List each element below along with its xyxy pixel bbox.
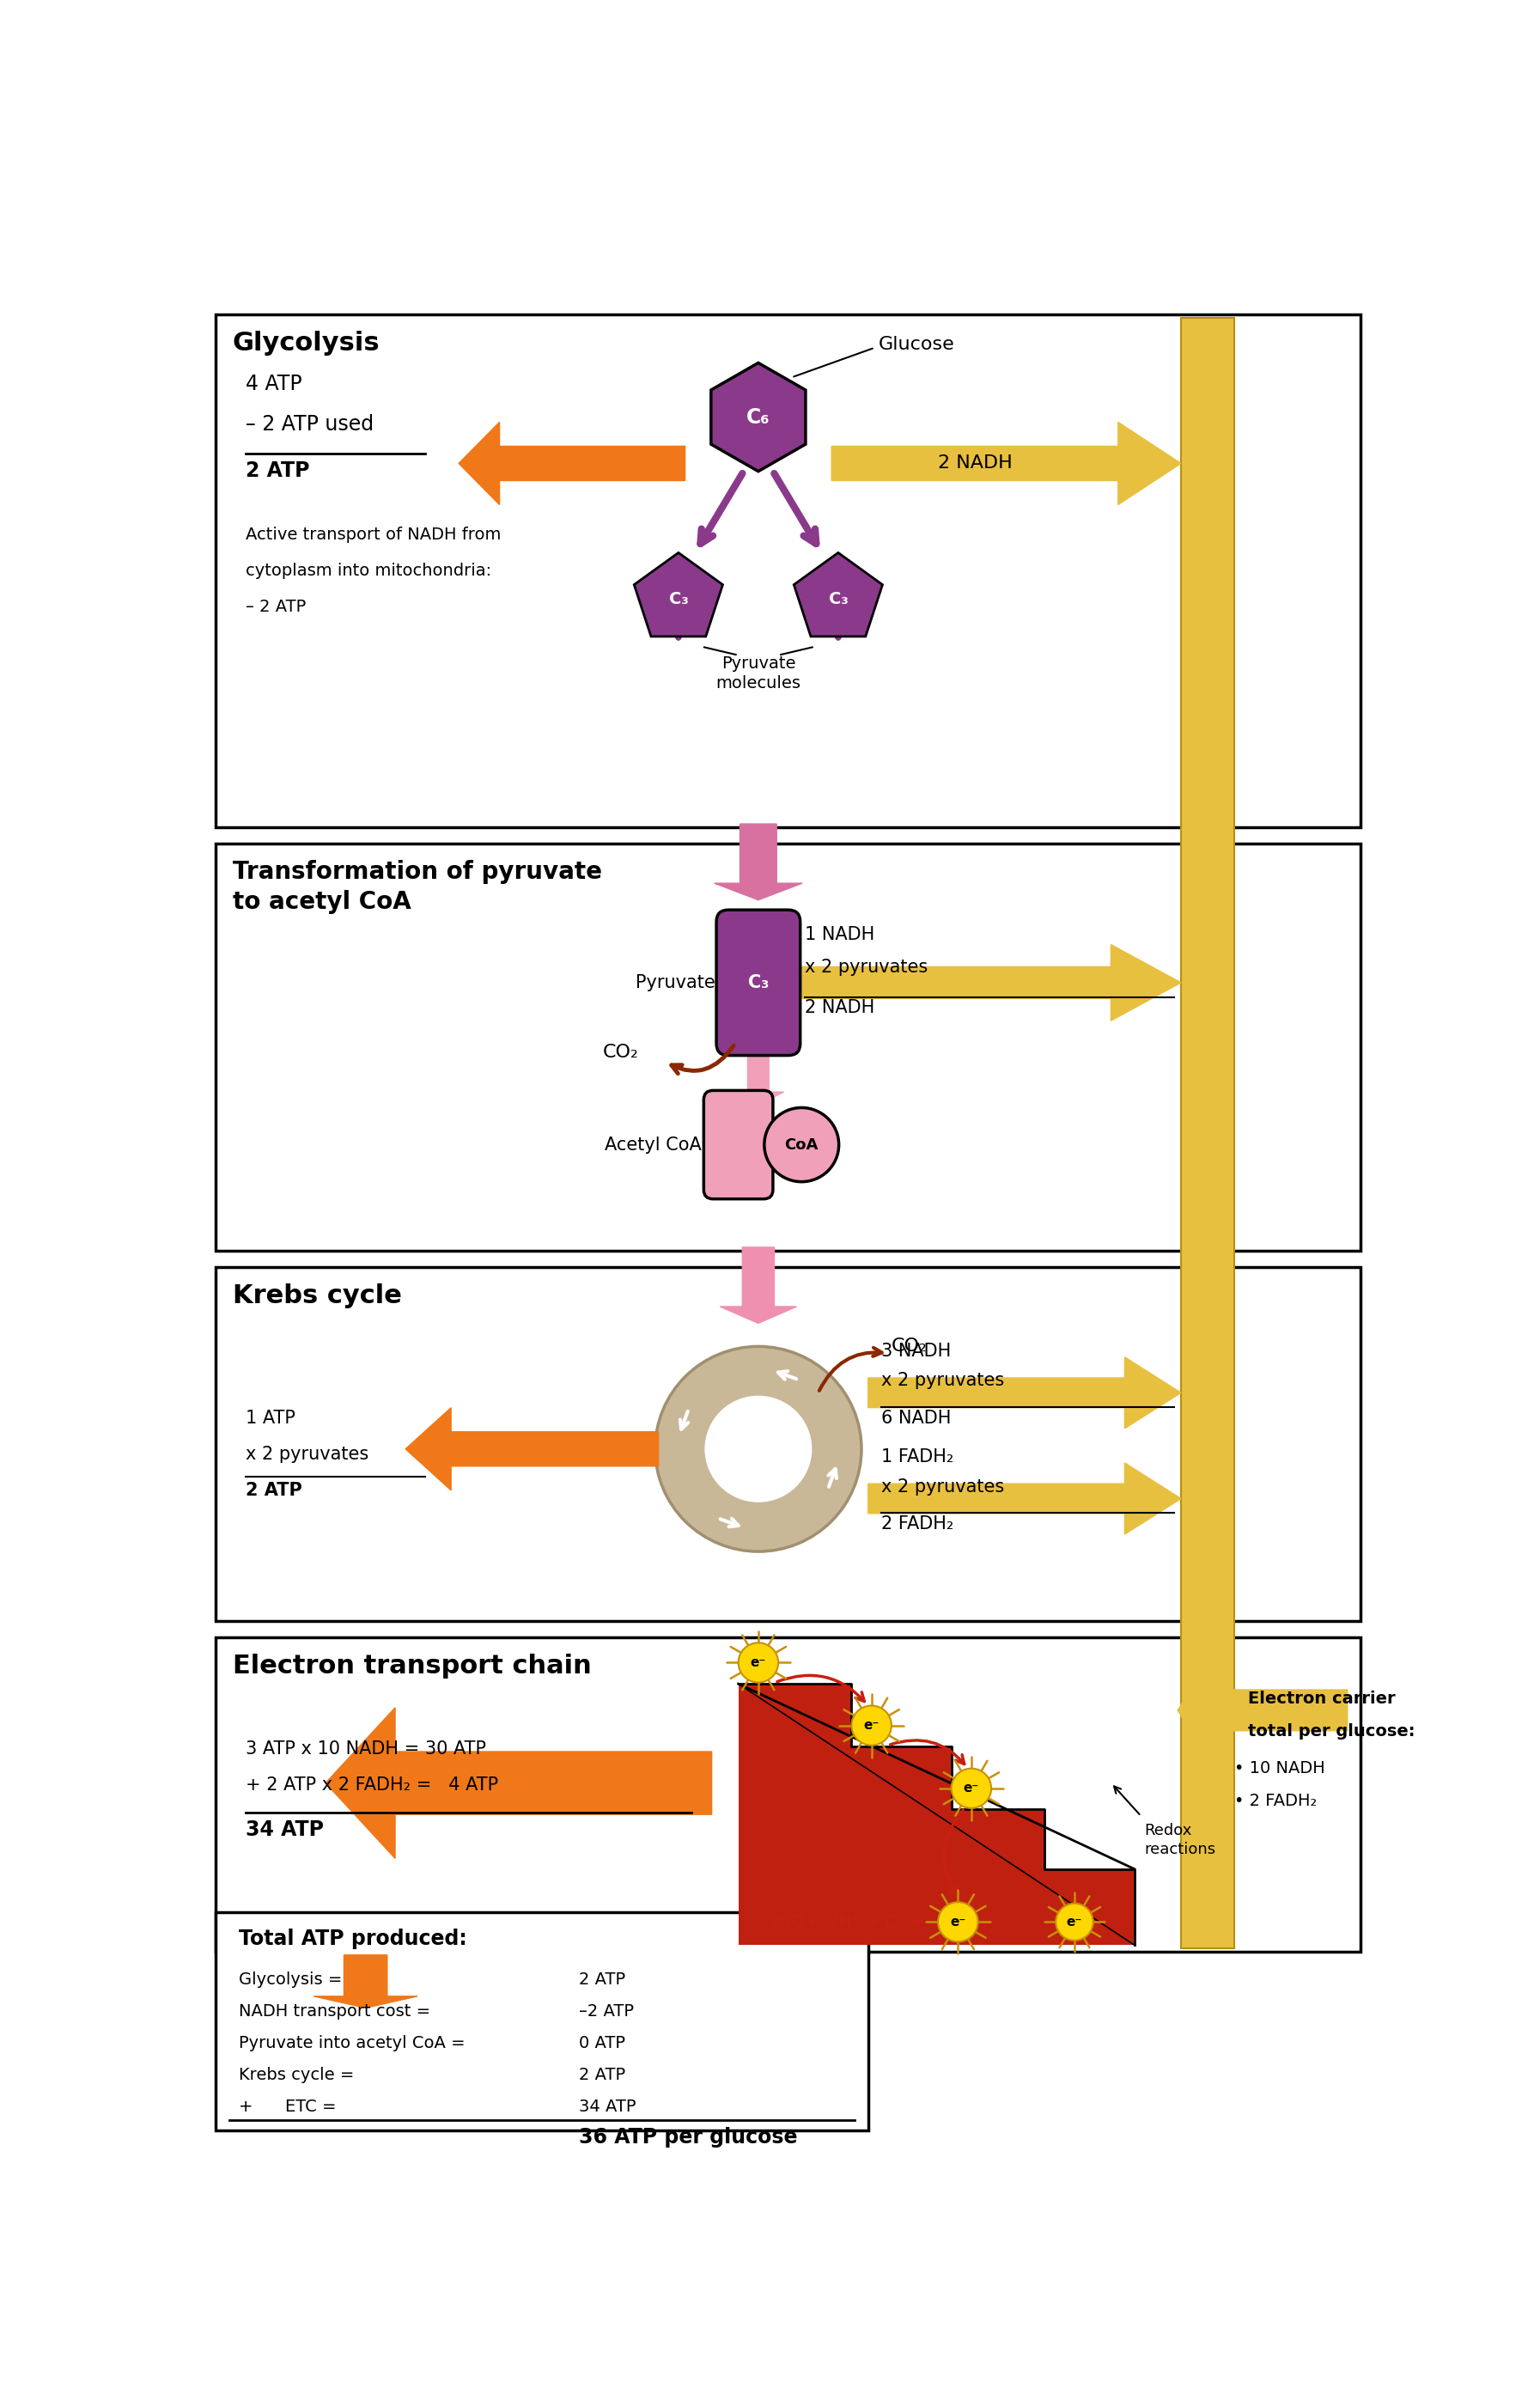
- Bar: [852, 1746, 952, 1945]
- Text: 0 ATP: 0 ATP: [579, 2036, 625, 2050]
- Text: Krebs cycle =: Krebs cycle =: [239, 2067, 354, 2084]
- Text: +      ETC =: + ETC =: [239, 2098, 337, 2115]
- Text: Redox
reactions: Redox reactions: [1144, 1822, 1215, 1858]
- Text: 2 NADH: 2 NADH: [805, 999, 875, 1016]
- Text: e⁻: e⁻: [750, 1657, 767, 1669]
- Polygon shape: [869, 1357, 1181, 1429]
- Text: • 10 NADH: • 10 NADH: [1234, 1760, 1324, 1777]
- Text: C₆: C₆: [747, 406, 770, 427]
- Text: e⁻: e⁻: [864, 1719, 879, 1731]
- Circle shape: [938, 1902, 978, 1942]
- Polygon shape: [721, 1246, 796, 1323]
- Polygon shape: [1178, 1661, 1348, 1760]
- Text: 3 ATP x 10 NADH = 30 ATP: 3 ATP x 10 NADH = 30 ATP: [246, 1741, 487, 1758]
- Text: Krebs cycle: Krebs cycle: [233, 1285, 402, 1309]
- Text: C₃: C₃: [668, 591, 688, 607]
- FancyBboxPatch shape: [704, 1090, 773, 1198]
- Text: CO₂: CO₂: [602, 1044, 639, 1061]
- Bar: [216, 1637, 1361, 1952]
- Polygon shape: [711, 363, 805, 471]
- Polygon shape: [832, 423, 1181, 504]
- Circle shape: [852, 1705, 892, 1746]
- Text: – 2 ATP: – 2 ATP: [246, 598, 306, 615]
- Text: e⁻: e⁻: [950, 1916, 966, 1928]
- Text: CoA: CoA: [785, 1138, 818, 1152]
- Bar: [1044, 1868, 1135, 1945]
- Polygon shape: [733, 1044, 784, 1104]
- Polygon shape: [459, 423, 685, 504]
- Text: 2 ATP: 2 ATP: [246, 1481, 302, 1498]
- Text: x 2 pyruvates: x 2 pyruvates: [246, 1445, 368, 1462]
- Text: Total ATP produced:: Total ATP produced:: [239, 1928, 467, 1950]
- Text: C₃: C₃: [748, 975, 768, 992]
- Bar: [216, 315, 1361, 828]
- Text: total per glucose:: total per glucose:: [1247, 1724, 1415, 1741]
- Text: Electron transport chain: Electron transport chain: [233, 1654, 591, 1678]
- Text: Transformation of pyruvate
to acetyl CoA: Transformation of pyruvate to acetyl CoA: [233, 860, 602, 915]
- Text: e⁻: e⁻: [964, 1782, 979, 1794]
- Text: 3 NADH: 3 NADH: [881, 1342, 952, 1359]
- Text: –2 ATP: –2 ATP: [579, 2002, 633, 2019]
- Text: NADH transport cost =: NADH transport cost =: [239, 2002, 431, 2019]
- Bar: [216, 1268, 1361, 1621]
- Text: 34 ATP: 34 ATP: [246, 1820, 323, 1839]
- Text: – 2 ATP used: – 2 ATP used: [246, 413, 374, 435]
- Circle shape: [738, 1642, 778, 1683]
- Polygon shape: [405, 1407, 659, 1491]
- Text: 2 ATP: 2 ATP: [579, 2067, 625, 2084]
- Bar: [216, 843, 1361, 1251]
- Text: H₂O ← 2H⁺ + O₂ +: H₂O ← 2H⁺ + O₂ +: [772, 1914, 930, 1930]
- Text: 1 NADH: 1 NADH: [805, 927, 875, 944]
- Polygon shape: [793, 552, 882, 636]
- Bar: [1181, 317, 1234, 1947]
- Text: 1 ATP: 1 ATP: [246, 1409, 296, 1426]
- Text: x 2 pyruvates: x 2 pyruvates: [805, 958, 929, 977]
- Text: Glycolysis: Glycolysis: [233, 331, 380, 355]
- Circle shape: [952, 1770, 992, 1808]
- Text: CO₂: CO₂: [892, 1337, 927, 1354]
- Text: 34 ATP: 34 ATP: [579, 2098, 636, 2115]
- Polygon shape: [715, 824, 802, 900]
- Text: x 2 pyruvates: x 2 pyruvates: [881, 1479, 1004, 1496]
- Polygon shape: [325, 1707, 711, 1858]
- Circle shape: [705, 1395, 812, 1503]
- Bar: [952, 1810, 1044, 1945]
- Polygon shape: [792, 944, 1181, 1020]
- Text: 2 NADH: 2 NADH: [938, 454, 1012, 473]
- Text: Pyruvate: Pyruvate: [636, 975, 715, 992]
- Text: 1 FADH₂: 1 FADH₂: [881, 1448, 953, 1465]
- Text: Glucose: Glucose: [878, 336, 955, 353]
- FancyBboxPatch shape: [716, 910, 801, 1056]
- Text: Glycolysis =: Glycolysis =: [239, 1971, 342, 1988]
- Text: e⁻: e⁻: [1067, 1916, 1083, 1928]
- Text: cytoplasm into mitochondria:: cytoplasm into mitochondria:: [246, 562, 491, 579]
- Text: 6 NADH: 6 NADH: [881, 1409, 952, 1426]
- Polygon shape: [869, 1462, 1181, 1534]
- Text: Pyruvate into acetyl CoA =: Pyruvate into acetyl CoA =: [239, 2036, 465, 2050]
- Polygon shape: [314, 1954, 417, 2007]
- Circle shape: [654, 1347, 861, 1551]
- Bar: [216, 1911, 869, 2130]
- Polygon shape: [634, 552, 722, 636]
- Text: 36 ATP per glucose: 36 ATP per glucose: [579, 2127, 798, 2146]
- Text: + 2 ATP x 2 FADH₂ =   4 ATP: + 2 ATP x 2 FADH₂ = 4 ATP: [246, 1777, 499, 1794]
- Text: 2 ATP: 2 ATP: [579, 1971, 625, 1988]
- Text: C₃: C₃: [829, 591, 849, 607]
- Circle shape: [764, 1107, 839, 1181]
- Text: Pyruvate
molecules: Pyruvate molecules: [716, 655, 801, 691]
- Text: • 2 FADH₂: • 2 FADH₂: [1234, 1794, 1317, 1810]
- Text: x 2 pyruvates: x 2 pyruvates: [881, 1373, 1004, 1390]
- Text: Active transport of NADH from: Active transport of NADH from: [246, 526, 501, 543]
- Text: Acetyl CoA: Acetyl CoA: [605, 1136, 702, 1152]
- Circle shape: [1056, 1904, 1093, 1940]
- Text: 4 ATP: 4 ATP: [246, 375, 302, 394]
- Bar: [738, 1683, 852, 1945]
- Text: 2 ATP: 2 ATP: [246, 461, 310, 480]
- Text: 2 FADH₂: 2 FADH₂: [881, 1515, 953, 1532]
- Text: Electron carrier: Electron carrier: [1247, 1690, 1395, 1707]
